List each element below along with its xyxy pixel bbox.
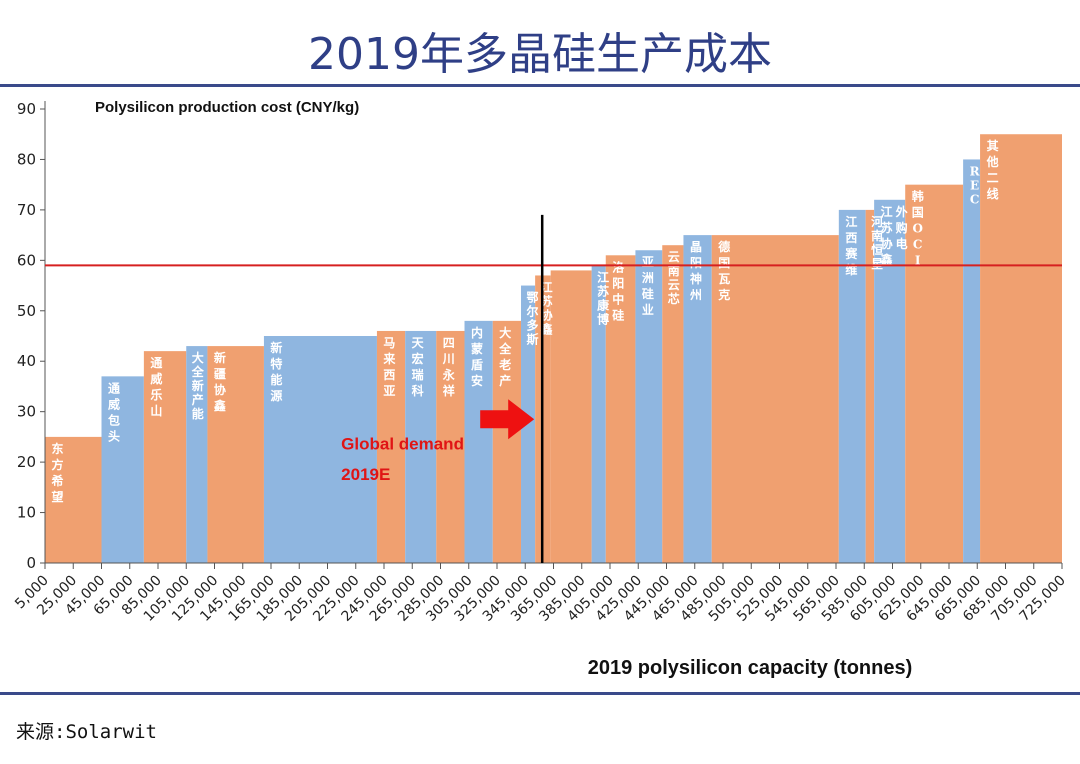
bar-16 <box>635 250 663 563</box>
bar-3 <box>186 346 208 563</box>
bar-label-22: 江苏协鑫外购电 <box>880 204 908 267</box>
bar-25 <box>980 134 1062 563</box>
bar-9 <box>464 320 493 563</box>
bar-label-11: 鄂尔多斯 <box>527 291 539 347</box>
bar-0 <box>45 436 102 563</box>
bar-label-4: 新疆协鑫 <box>213 350 226 413</box>
x-axis-label: 2019 polysilicon capacity (tonnes) <box>588 657 913 679</box>
bar-label-17: 云南云芯 <box>668 250 680 306</box>
annotation-line-2: 2019E <box>341 465 390 484</box>
bar-17 <box>662 245 684 563</box>
bar-label-3: 大全新产能 <box>191 350 205 421</box>
bar-label-7: 天宏瑞科 <box>412 336 425 398</box>
bar-15 <box>605 255 636 564</box>
y-tick-label-3: 30 <box>17 403 36 421</box>
bar-11 <box>521 285 536 563</box>
title-divider <box>0 84 1080 87</box>
bar-label-0: 东方希望 <box>50 441 63 504</box>
bar-label-23: 韩国 O C I <box>912 189 924 268</box>
y-tick-label-5: 50 <box>17 302 36 320</box>
bar-label-19: 德国瓦克 <box>718 239 730 302</box>
bar-label-25: 其他二线 <box>986 138 999 201</box>
bar-22 <box>874 199 906 564</box>
bar-23 <box>905 184 964 563</box>
bar-label-21: 河南恒星 <box>870 214 883 271</box>
bar-14 <box>591 265 606 563</box>
bar-label-12: 江苏协鑫 <box>540 279 553 336</box>
bar-label-15: 洛阳中硅 <box>612 259 625 322</box>
y-tick-label-2: 20 <box>17 453 36 471</box>
y-tick-label-1: 10 <box>17 504 36 522</box>
bar-label-5: 新特能源 <box>270 340 282 403</box>
bar-label-1: 通威包头 <box>107 380 120 443</box>
bar-label-16: 亚洲硅业 <box>642 255 654 317</box>
footer-divider <box>0 692 1080 695</box>
bar-18 <box>683 235 712 563</box>
demand-arrow <box>480 399 535 440</box>
bar-10 <box>492 320 522 563</box>
y-tick-label-6: 60 <box>17 251 36 269</box>
annotation-line-1: Global demand <box>341 435 464 454</box>
page-title: 2019年多晶硅生产成本 <box>308 29 772 80</box>
bar-21 <box>865 209 875 563</box>
y-tick-label-7: 70 <box>17 201 36 219</box>
y-tick-label-8: 80 <box>17 150 36 168</box>
bar-20 <box>838 209 866 563</box>
bar-label-2: 通威乐山 <box>150 355 162 418</box>
bar-13 <box>550 270 592 563</box>
bar-24 <box>963 159 981 563</box>
bar-label-10: 大全老产 <box>498 325 512 388</box>
bar-8 <box>436 330 465 563</box>
y-tick-label-0: 0 <box>26 554 36 572</box>
bar-label-14: 江苏康博 <box>597 269 610 326</box>
bar-label-9: 内蒙盾安 <box>471 325 483 388</box>
bar-label-8: 四川永祥 <box>442 336 455 398</box>
bar-5 <box>263 336 377 563</box>
bar-2 <box>143 351 187 563</box>
bar-4 <box>207 346 264 563</box>
bar-6 <box>376 330 406 563</box>
source-note: 来源:Solarwit <box>16 721 157 743</box>
y-tick-label-9: 90 <box>17 100 36 118</box>
bar-7 <box>405 330 437 563</box>
chart-title: Polysilicon production cost (CNY/kg) <box>95 99 359 116</box>
y-tick-label-4: 40 <box>17 352 36 370</box>
bar-label-6: 马来西亚 <box>382 336 396 398</box>
bar-1 <box>101 376 144 563</box>
bar-19 <box>711 235 839 563</box>
